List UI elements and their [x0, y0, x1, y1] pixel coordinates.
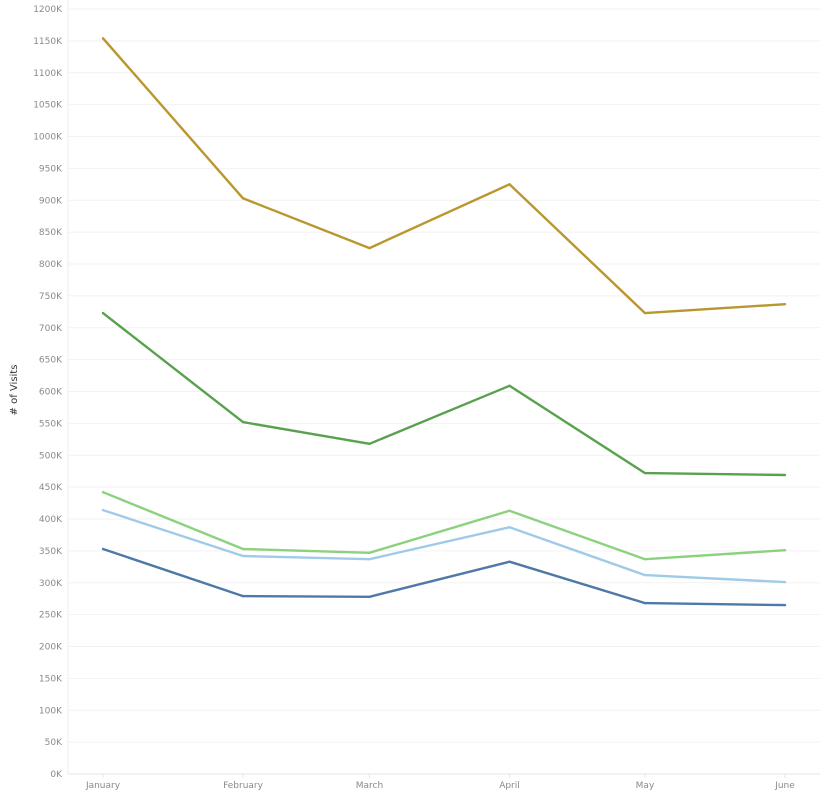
- data-point: [783, 549, 787, 552]
- data-point: [368, 557, 371, 561]
- y-tick-label: 1100K: [33, 69, 63, 79]
- data-point: [101, 37, 105, 40]
- x-tick-label: January: [85, 781, 121, 791]
- data-point: [101, 311, 105, 315]
- gridlines: [67, 0, 820, 775]
- y-tick-label: 950K: [39, 164, 63, 174]
- data-point: [783, 580, 787, 584]
- data-point: [783, 302, 787, 306]
- data-point: [368, 595, 371, 598]
- y-tick-label: 900K: [39, 196, 63, 206]
- data-point: [368, 442, 371, 445]
- x-tick-label: February: [223, 781, 264, 791]
- data-point: [241, 547, 245, 551]
- data-point: [643, 471, 647, 475]
- y-tick-label: 50K: [45, 738, 63, 748]
- y-axis-label: # of Visits: [9, 365, 20, 416]
- y-tick-label: 550K: [39, 419, 63, 429]
- data-point: [241, 420, 245, 424]
- data-point: [508, 509, 511, 512]
- x-tick-label: April: [499, 781, 520, 791]
- y-axis-ticks: 0K 50K 100K 150K 200K 250K 300K 350K 400K 450K 500…: [33, 5, 63, 780]
- y-tick-label: 500K: [39, 451, 63, 461]
- y-tick-label: 1000K: [33, 133, 63, 143]
- y-tick-label: 1050K: [33, 101, 63, 111]
- y-tick-label: 650K: [39, 356, 63, 366]
- data-point: [241, 197, 245, 200]
- x-tick-label: March: [356, 781, 383, 791]
- data-point: [508, 183, 511, 186]
- y-tick-label: 300K: [39, 579, 63, 589]
- y-tick-label: 250K: [39, 611, 63, 621]
- series-line-4: [102, 508, 786, 584]
- y-tick-label: 150K: [39, 674, 63, 684]
- data-point: [508, 384, 511, 387]
- data-point: [368, 551, 371, 554]
- series-lines: [101, 37, 787, 607]
- data-point: [101, 491, 105, 494]
- data-point: [783, 603, 787, 607]
- y-tick-label: 450K: [39, 483, 63, 493]
- data-point: [783, 473, 787, 477]
- data-point: [368, 246, 371, 250]
- data-point: [101, 547, 105, 551]
- y-tick-label: 100K: [39, 706, 63, 716]
- x-tick-label: June: [774, 781, 795, 791]
- data-point: [643, 557, 647, 561]
- series-line-5: [102, 547, 786, 607]
- x-axis-ticks: January February March April May June: [85, 774, 795, 791]
- y-tick-label: 400K: [39, 515, 63, 525]
- data-point: [643, 573, 647, 577]
- y-tick-label: 850K: [39, 228, 63, 238]
- y-tick-label: 600K: [39, 388, 63, 398]
- data-point: [508, 560, 511, 563]
- data-point: [643, 311, 647, 315]
- x-tick-label: May: [636, 781, 655, 791]
- series-line-3: [102, 491, 786, 561]
- data-point: [241, 594, 245, 598]
- y-tick-label: 200K: [39, 643, 63, 653]
- y-tick-label: 700K: [39, 324, 63, 334]
- series-line-1: [102, 37, 786, 315]
- y-tick-label: 800K: [39, 260, 63, 270]
- data-point: [643, 601, 647, 605]
- y-tick-label: 750K: [39, 292, 63, 302]
- y-tick-label: 1150K: [33, 37, 63, 47]
- series-line-2: [102, 312, 786, 477]
- y-tick-label: 1200K: [33, 5, 63, 15]
- y-tick-label: 0K: [50, 770, 63, 780]
- data-point: [508, 526, 511, 529]
- y-tick-label: 350K: [39, 547, 63, 557]
- data-point: [241, 554, 245, 558]
- data-point: [101, 508, 105, 512]
